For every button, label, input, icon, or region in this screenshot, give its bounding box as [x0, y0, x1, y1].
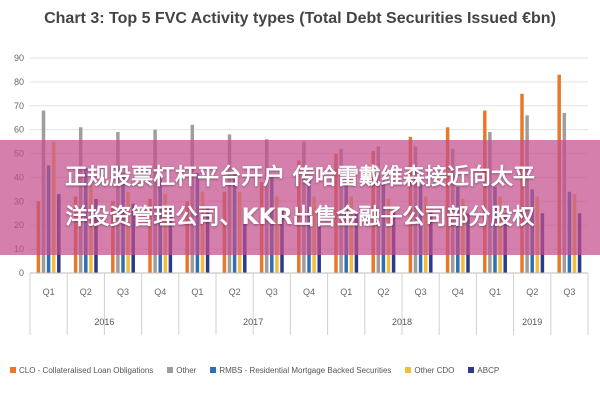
legend-label: ABCP — [477, 365, 500, 375]
x-tick-label: Q1 — [43, 287, 55, 297]
chart-title: Chart 3: Top 5 FVC Activity types (Total… — [44, 10, 556, 27]
legend-label: CLO - Collateralised Loan Obligations — [19, 365, 154, 375]
x-axis-ticks: Q1 Q2 Q3 Q4 Q1 Q2 Q3 Q4 Q1 Q2 Q3 Q4 Q1 Q2 Q3 — [30, 272, 588, 297]
legend-item: Other — [167, 366, 196, 375]
legend-swatch — [10, 367, 16, 373]
headline-line-2: 洋投资管理公司、KKR出售金融子公司部分股权 — [65, 204, 535, 230]
legend-swatch — [210, 367, 217, 373]
y-tick-label: 90 — [14, 53, 24, 63]
year-label: 2019 — [522, 317, 542, 327]
x-tick-label: Q3 — [117, 287, 129, 297]
chart-legend: CLO - Collateralised Loan Obligations Oth… — [10, 362, 595, 378]
y-tick-label: 0 — [19, 268, 24, 278]
year-label: 2018 — [392, 317, 412, 327]
x-tick-label: Q4 — [154, 287, 166, 297]
legend-swatch — [468, 367, 475, 373]
x-tick-label: Q1 — [191, 287, 203, 297]
legend-item: CLO - Collateralised Loan Obligations — [10, 366, 153, 375]
headline-line-1: 正规股票杠杆平台开户 传哈雷戴维森接近向太平 — [65, 164, 535, 190]
x-tick-label: Q3 — [266, 287, 278, 297]
x-tick-label: Q2 — [526, 287, 538, 297]
legend-label: RMBS - Residential Mortgage Backed Secur… — [219, 365, 392, 375]
year-label: 2017 — [243, 317, 263, 327]
x-tick-label: Q4 — [303, 287, 315, 297]
x-tick-label: Q2 — [229, 287, 241, 297]
x-tick-label: Q3 — [563, 287, 575, 297]
y-tick-label: 70 — [14, 101, 24, 111]
x-tick-label: Q2 — [377, 287, 389, 297]
x-tick-label: Q4 — [452, 287, 464, 297]
x-tick-label: Q1 — [340, 287, 352, 297]
year-groups: 2016 2017 2018 2019 — [29, 273, 589, 335]
legend-label: Other CDO — [414, 365, 455, 375]
headline-banner[interactable]: 正规股票杠杆平台开户 传哈雷戴维森接近向太平 洋投资管理公司、KKR出售金融子公… — [0, 140, 600, 255]
legend-item: ABCP — [468, 366, 499, 375]
legend-item: Other CDO — [405, 366, 454, 375]
x-tick-label: Q3 — [415, 287, 427, 297]
y-tick-label: 80 — [14, 77, 24, 87]
legend-swatch — [167, 367, 174, 373]
legend-item: RMBS - Residential Mortgage Backed Secur… — [210, 366, 391, 375]
x-tick-label: Q2 — [80, 287, 92, 297]
y-tick-label: 60 — [14, 125, 24, 135]
year-label: 2016 — [94, 317, 114, 327]
legend-label: Other — [176, 365, 197, 375]
x-tick-label: Q1 — [489, 287, 501, 297]
legend-swatch — [405, 367, 412, 373]
